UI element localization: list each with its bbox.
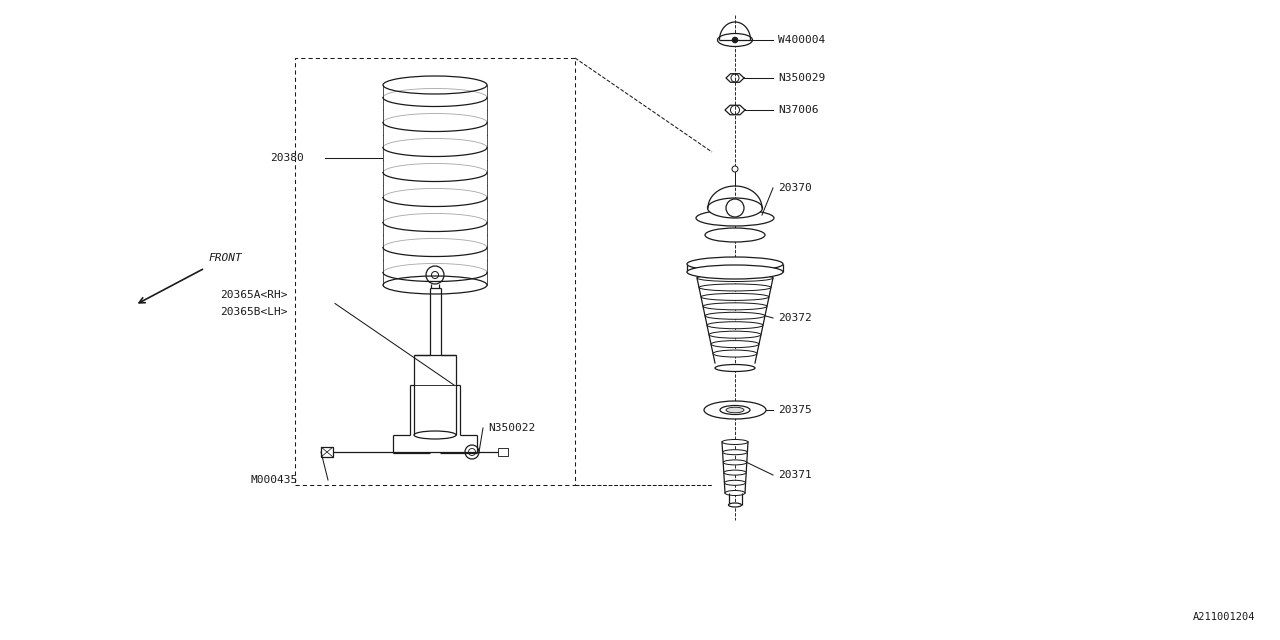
Ellipse shape (704, 401, 765, 419)
Ellipse shape (705, 228, 765, 242)
Ellipse shape (724, 480, 746, 485)
Circle shape (732, 166, 739, 172)
Circle shape (726, 199, 744, 217)
Ellipse shape (726, 407, 744, 413)
Text: 20365B<LH>: 20365B<LH> (220, 307, 288, 317)
Ellipse shape (696, 210, 774, 226)
Ellipse shape (722, 440, 748, 445)
Ellipse shape (723, 450, 748, 454)
Text: FRONT: FRONT (209, 253, 242, 263)
Ellipse shape (723, 470, 746, 475)
Ellipse shape (705, 312, 765, 319)
Circle shape (465, 445, 479, 459)
Ellipse shape (701, 293, 769, 300)
Text: W400004: W400004 (778, 35, 826, 45)
Text: 20380: 20380 (270, 153, 303, 163)
Text: 20370: 20370 (778, 183, 812, 193)
Ellipse shape (698, 275, 773, 282)
Ellipse shape (708, 198, 763, 218)
Text: 20372: 20372 (778, 313, 812, 323)
Ellipse shape (413, 431, 456, 439)
Ellipse shape (709, 331, 762, 338)
Ellipse shape (687, 265, 783, 279)
Bar (498, 448, 508, 456)
Ellipse shape (718, 33, 753, 47)
Ellipse shape (703, 303, 767, 310)
Text: N350029: N350029 (778, 73, 826, 83)
Text: A211001204: A211001204 (1193, 612, 1254, 622)
Text: 20375: 20375 (778, 405, 812, 415)
Ellipse shape (724, 490, 745, 495)
Ellipse shape (716, 365, 755, 371)
Text: N37006: N37006 (778, 105, 818, 115)
Ellipse shape (723, 460, 746, 465)
Ellipse shape (713, 350, 756, 357)
Ellipse shape (721, 406, 750, 415)
Text: N350022: N350022 (488, 423, 535, 433)
Text: 20365A<RH>: 20365A<RH> (220, 290, 288, 300)
Text: M000435: M000435 (250, 475, 297, 485)
Ellipse shape (699, 284, 771, 291)
Ellipse shape (707, 322, 763, 329)
Ellipse shape (687, 257, 783, 271)
Bar (321, 447, 333, 457)
Ellipse shape (710, 340, 759, 348)
Ellipse shape (728, 503, 741, 507)
Text: 20371: 20371 (778, 470, 812, 480)
Circle shape (732, 37, 739, 43)
